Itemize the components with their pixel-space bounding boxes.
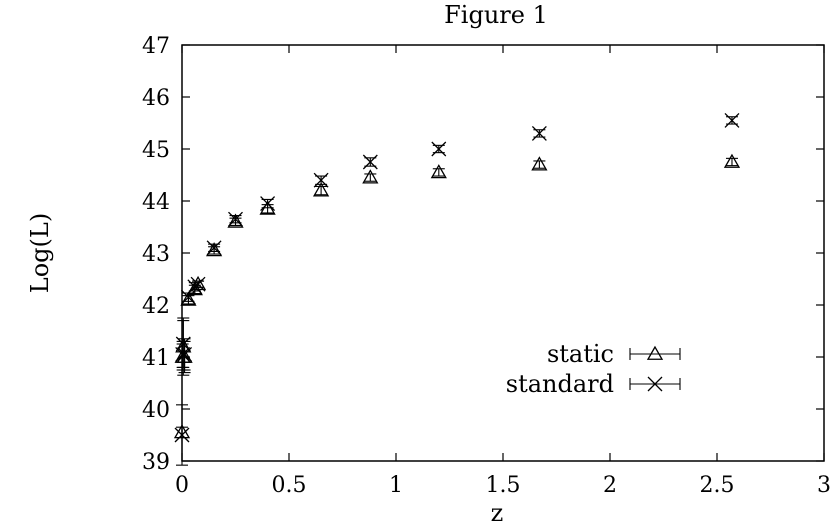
plot-frame xyxy=(181,44,825,462)
legend-label-static: static xyxy=(547,340,614,368)
legend-symbol-standard xyxy=(629,376,681,392)
static-point xyxy=(227,213,244,228)
cross-stroke xyxy=(647,376,663,392)
standard-point xyxy=(724,112,740,128)
cross-stroke xyxy=(431,141,447,157)
cross-stroke xyxy=(180,289,196,305)
legend-marker xyxy=(646,345,664,360)
cross-stroke xyxy=(190,276,206,292)
static-point xyxy=(723,153,741,168)
static-point xyxy=(205,242,223,257)
legend-symbol-static xyxy=(629,345,681,360)
static-error-bar xyxy=(533,160,546,169)
cross-stroke xyxy=(177,346,193,362)
standard-point xyxy=(180,289,196,305)
x-axis: 0 0.5 1 1.5 2 2.5 3 xyxy=(175,45,831,498)
x-tick-label: 0.5 xyxy=(272,473,307,498)
cross-stroke xyxy=(313,172,329,188)
cross-stroke xyxy=(228,211,243,227)
standard-point xyxy=(431,141,447,157)
cross-stroke xyxy=(174,427,190,443)
static-error-bar xyxy=(315,185,328,196)
y-tick-label: 40 xyxy=(142,398,170,423)
x-tick-label: 2.5 xyxy=(700,473,735,498)
y-tick-label: 45 xyxy=(142,138,170,163)
legend-label-standard: standard xyxy=(506,370,614,398)
series-static xyxy=(173,153,741,439)
cross-stroke xyxy=(362,154,378,170)
y-tick-label: 44 xyxy=(142,190,170,215)
cross-stroke xyxy=(260,196,276,212)
static-point xyxy=(430,164,447,179)
cross-stroke xyxy=(206,240,222,256)
standard-point xyxy=(228,211,243,227)
x-tick-label: 0 xyxy=(175,473,189,498)
y-tick-label: 43 xyxy=(142,242,170,267)
legend-marker xyxy=(647,376,663,392)
x-tick-label: 2 xyxy=(603,473,617,498)
x-axis-title: z xyxy=(491,499,504,527)
static-error-bar xyxy=(364,173,377,182)
standard-point xyxy=(362,154,378,170)
static-point xyxy=(312,182,330,197)
standard-point xyxy=(313,172,329,188)
standard-point xyxy=(531,125,547,141)
data-points xyxy=(173,112,741,466)
y-tick-label: 47 xyxy=(142,34,170,59)
static-error-bar xyxy=(725,157,738,167)
y-tick-label: 41 xyxy=(142,346,170,371)
standard-point xyxy=(174,427,190,443)
standard-point xyxy=(260,196,276,212)
static-error-bar xyxy=(432,168,445,177)
cross-stroke xyxy=(531,125,547,141)
y-tick-label: 39 xyxy=(142,450,170,475)
static-point xyxy=(531,156,548,171)
x-tick-label: 1 xyxy=(389,473,403,498)
static-point xyxy=(180,291,197,306)
static-point xyxy=(362,169,379,184)
x-tick-label: 1.5 xyxy=(486,473,521,498)
y-tick-label: 42 xyxy=(142,294,170,319)
standard-point xyxy=(206,240,222,256)
x-tick-label: 3 xyxy=(817,473,831,498)
series-standard xyxy=(174,112,740,466)
cross-stroke xyxy=(175,346,191,362)
y-axis: 39 40 41 42 43 44 45 46 47 xyxy=(142,34,824,475)
standard-point xyxy=(190,276,206,292)
standard-point xyxy=(177,346,193,362)
y-axis-title: Log(L) xyxy=(26,213,54,293)
chart-title: Figure 1 xyxy=(444,1,548,29)
cross-stroke xyxy=(724,112,740,128)
y-tick-label: 46 xyxy=(142,86,170,111)
